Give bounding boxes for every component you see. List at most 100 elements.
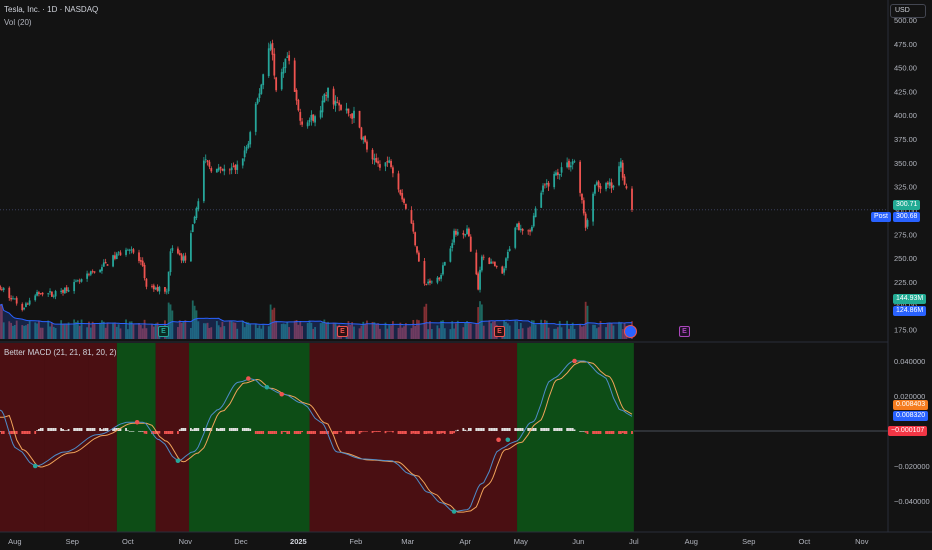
macd-histogram-bar bbox=[288, 431, 291, 434]
candle-body bbox=[273, 53, 276, 76]
macd-histogram-bar bbox=[80, 428, 83, 431]
volume-bar bbox=[89, 327, 92, 339]
volume-bar bbox=[8, 321, 11, 339]
macd-histogram-bar bbox=[254, 431, 257, 434]
macd-histogram-bar bbox=[112, 428, 114, 431]
volume-bar bbox=[99, 322, 101, 339]
candle-body bbox=[340, 104, 342, 110]
macd-histogram-bar bbox=[631, 431, 633, 434]
volume-bar bbox=[532, 320, 535, 339]
price-tick-label: 325.00 bbox=[894, 183, 917, 192]
candle-body bbox=[2, 288, 5, 290]
dividends-splits-icon[interactable] bbox=[624, 325, 637, 338]
macd-histogram-bar bbox=[466, 430, 468, 432]
macd-histogram-bar bbox=[427, 431, 430, 434]
macd-histogram-bar bbox=[184, 428, 187, 431]
volume-bar bbox=[241, 321, 244, 339]
volume-bar bbox=[573, 328, 576, 339]
macd-histogram-bar bbox=[569, 428, 572, 431]
macd-cross-marker-up bbox=[264, 384, 270, 390]
volume-bar bbox=[75, 322, 77, 339]
macd-histogram-bar bbox=[436, 431, 439, 434]
volume-bar bbox=[505, 321, 507, 339]
candle-body bbox=[93, 271, 96, 273]
macd-legend[interactable]: Better MACD (21, 21, 81, 20, 2) bbox=[4, 348, 117, 357]
candle-body bbox=[353, 110, 355, 119]
candle-body bbox=[514, 227, 517, 248]
chart-title[interactable]: Tesla, Inc. · 1D · NASDAQ bbox=[4, 5, 99, 14]
macd-zone-bear bbox=[88, 343, 117, 532]
volume-bar bbox=[462, 327, 465, 339]
macd-histogram-bar bbox=[23, 431, 25, 434]
macd-histogram-bar bbox=[63, 430, 66, 431]
volume-bar bbox=[412, 319, 415, 339]
earnings-marker-apr[interactable]: E bbox=[494, 326, 505, 337]
volume-bar bbox=[254, 323, 257, 339]
macd-histogram-bar bbox=[256, 431, 259, 434]
volume-bars bbox=[0, 300, 633, 339]
candle-body bbox=[284, 58, 287, 69]
candle-body bbox=[169, 251, 172, 273]
candle-body bbox=[25, 303, 27, 307]
macd-histogram-bar bbox=[115, 428, 118, 431]
candle-body bbox=[184, 255, 187, 261]
price-axis[interactable]: 500.00 475.00 450.00 425.00 400.00 375.00 350.… bbox=[894, 16, 930, 506]
volume-bar bbox=[2, 322, 5, 339]
macd-histogram-bar bbox=[62, 429, 64, 431]
volume-ma-tag: 124.86M bbox=[893, 306, 927, 316]
candle-body bbox=[619, 161, 622, 168]
candle-body bbox=[115, 253, 118, 260]
volume-bar bbox=[65, 324, 68, 339]
earnings-marker-jul[interactable]: E bbox=[679, 326, 690, 337]
volume-bar bbox=[427, 329, 430, 339]
macd-histogram-bar bbox=[514, 428, 517, 431]
volume-bar bbox=[152, 326, 155, 339]
candle-body bbox=[34, 295, 37, 301]
volume-bar bbox=[351, 322, 354, 339]
volume-bar bbox=[91, 321, 94, 339]
candle-body bbox=[475, 252, 478, 275]
earnings-marker-oct[interactable]: E bbox=[158, 326, 169, 337]
macd-histogram-bar bbox=[505, 428, 507, 431]
candle-body bbox=[468, 228, 470, 237]
volume-legend[interactable]: Vol (20) bbox=[4, 18, 32, 27]
volume-ma bbox=[0, 303, 633, 339]
volume-bar bbox=[76, 320, 79, 339]
macd-histogram-bar bbox=[480, 428, 483, 431]
macd-histogram-bar bbox=[312, 431, 315, 434]
candle-body bbox=[178, 253, 181, 255]
macd-histogram-bar bbox=[126, 430, 129, 432]
candle-body bbox=[215, 168, 218, 173]
macd-histogram-bar bbox=[462, 428, 465, 431]
macd-histogram-bar bbox=[280, 431, 283, 434]
candle-body bbox=[503, 268, 506, 273]
volume-bar bbox=[312, 328, 315, 339]
candle-body bbox=[126, 249, 129, 251]
candle-body bbox=[99, 269, 101, 273]
volume-bar bbox=[392, 321, 394, 339]
macd-histogram-bar bbox=[10, 431, 13, 434]
candle-body bbox=[271, 42, 274, 55]
candle-body bbox=[327, 87, 329, 98]
candle-body bbox=[54, 291, 57, 297]
macd-histogram-bar bbox=[379, 431, 381, 432]
currency-button[interactable]: USD bbox=[890, 4, 926, 18]
macd-histogram-bar bbox=[284, 431, 287, 433]
macd-histogram-bar bbox=[347, 431, 350, 434]
candle-body bbox=[529, 230, 531, 232]
macd-histogram-bar bbox=[608, 431, 611, 434]
volume-bar bbox=[206, 322, 209, 339]
candle-body bbox=[404, 203, 407, 209]
candle-body bbox=[581, 193, 583, 201]
volume-bar bbox=[466, 321, 468, 339]
macd-histogram-bar bbox=[527, 428, 530, 431]
candle-body bbox=[247, 143, 250, 148]
earnings-marker-jan[interactable]: E bbox=[337, 326, 348, 337]
macd-histogram-bar bbox=[375, 431, 378, 432]
volume-bar bbox=[618, 321, 620, 339]
volume-bar bbox=[605, 327, 607, 339]
volume-bar bbox=[373, 322, 376, 339]
time-axis[interactable]: Aug Sep Oct Nov Dec 2025 Feb Mar Apr May Jun Jul Aug… bbox=[8, 537, 869, 546]
volume-bar bbox=[321, 321, 324, 339]
